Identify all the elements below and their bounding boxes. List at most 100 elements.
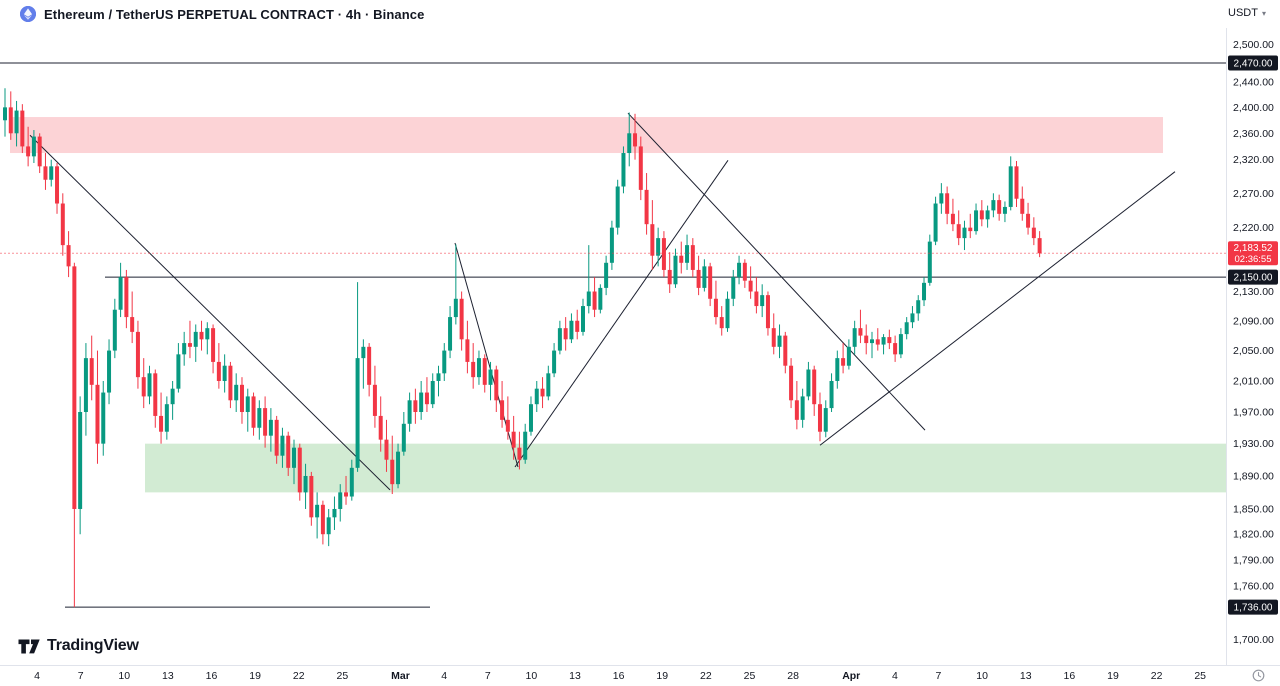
time-settings-clock-icon[interactable] bbox=[1252, 669, 1265, 682]
line-price-badge: 1,736.00 bbox=[1228, 599, 1278, 615]
candle bbox=[263, 396, 268, 448]
candle bbox=[326, 508, 331, 547]
symbol-title[interactable]: Ethereum / TetherUS PERPETUAL CONTRACT ·… bbox=[44, 6, 425, 22]
candle bbox=[569, 313, 574, 344]
time-axis-label: 22 bbox=[1151, 670, 1163, 682]
price-axis-label: 1,930.00 bbox=[1233, 438, 1274, 450]
price-axis-label: 2,440.00 bbox=[1233, 76, 1274, 88]
candle bbox=[159, 392, 164, 444]
candle bbox=[557, 320, 562, 355]
candle bbox=[968, 213, 973, 239]
candle bbox=[1037, 231, 1042, 258]
last-price-value: 2,183.52 bbox=[1234, 243, 1273, 254]
time-axis-label: 10 bbox=[976, 670, 988, 682]
time-axis-label: 22 bbox=[700, 670, 712, 682]
candle bbox=[586, 245, 591, 314]
candle bbox=[609, 220, 614, 270]
candle bbox=[141, 358, 146, 409]
trend-lines bbox=[29, 112, 1176, 491]
candle bbox=[725, 291, 730, 332]
trend-line-3[interactable] bbox=[514, 160, 729, 468]
candle bbox=[101, 380, 106, 456]
candle bbox=[737, 255, 742, 285]
candle bbox=[182, 331, 187, 366]
candle bbox=[615, 179, 620, 235]
candle bbox=[979, 200, 984, 227]
candle bbox=[8, 91, 13, 140]
time-axis-label: 4 bbox=[441, 670, 447, 682]
candle bbox=[26, 126, 31, 167]
candle bbox=[783, 331, 788, 374]
tradingview-glyph-icon bbox=[18, 639, 40, 653]
candle bbox=[858, 309, 863, 344]
ethereum-icon bbox=[20, 6, 36, 22]
candle bbox=[713, 280, 718, 325]
time-axis-label: 7 bbox=[936, 670, 942, 682]
candle bbox=[673, 248, 678, 288]
candle bbox=[1002, 201, 1007, 223]
candle-countdown: 02:36:55 bbox=[1235, 254, 1272, 265]
candle bbox=[124, 269, 129, 329]
line-price-badge: 2,470.00 bbox=[1228, 55, 1278, 71]
candle bbox=[147, 365, 152, 405]
currency-selector-label: USDT bbox=[1228, 7, 1258, 19]
candle bbox=[83, 343, 88, 436]
candle bbox=[170, 380, 175, 420]
candle bbox=[742, 259, 747, 288]
currency-selector[interactable]: USDT ▾ bbox=[1224, 5, 1270, 21]
time-axis-month-label: Mar bbox=[391, 670, 410, 682]
candle bbox=[430, 373, 435, 409]
candle bbox=[835, 350, 840, 389]
candle bbox=[164, 396, 169, 440]
candle bbox=[864, 324, 869, 355]
candle bbox=[1031, 217, 1036, 246]
price-axis-label: 2,220.00 bbox=[1233, 222, 1274, 234]
price-axis-label: 1,760.00 bbox=[1233, 580, 1274, 592]
time-axis-label: 16 bbox=[206, 670, 218, 682]
candle bbox=[436, 365, 441, 397]
time-axis-label: 13 bbox=[162, 670, 174, 682]
time-axis-label: 13 bbox=[569, 670, 581, 682]
candle bbox=[933, 196, 938, 246]
resistance-zone[interactable] bbox=[10, 117, 1163, 154]
candle bbox=[372, 365, 377, 428]
candle bbox=[280, 427, 285, 468]
candle bbox=[251, 392, 256, 436]
candle bbox=[633, 113, 638, 160]
candle bbox=[401, 412, 406, 456]
candle bbox=[211, 324, 216, 374]
time-axis[interactable]: 4 7 10 13 16 19 22 25 Mar 4 7 10 13 16 19 22 25 28 Apr 4 7 10… bbox=[34, 670, 1206, 682]
tradingview-logo[interactable]: TradingView bbox=[18, 637, 139, 655]
candle bbox=[95, 350, 100, 464]
candle bbox=[78, 396, 83, 535]
price-axis[interactable]: 2,500.00 2,440.00 2,400.00 2,360.00 2,320.00… bbox=[1228, 39, 1278, 646]
trend-line-1[interactable] bbox=[29, 134, 391, 491]
price-axis-label: 2,360.00 bbox=[1233, 128, 1274, 140]
candle bbox=[43, 153, 48, 190]
candle bbox=[176, 343, 181, 393]
time-axis-label: 4 bbox=[892, 670, 898, 682]
trend-line-5[interactable] bbox=[819, 171, 1176, 446]
trend-line-4[interactable] bbox=[627, 112, 926, 431]
candle bbox=[349, 459, 354, 501]
candle bbox=[320, 500, 325, 545]
candle bbox=[517, 431, 522, 470]
candle bbox=[297, 443, 302, 501]
chart-header: Ethereum / TetherUS PERPETUAL CONTRACT ·… bbox=[0, 0, 1280, 28]
candle bbox=[488, 361, 493, 401]
candle bbox=[528, 396, 533, 436]
candle bbox=[754, 277, 759, 314]
candle bbox=[534, 380, 539, 413]
time-axis-label: 16 bbox=[613, 670, 625, 682]
zones bbox=[10, 117, 1226, 493]
candle bbox=[789, 358, 794, 409]
candle bbox=[199, 320, 204, 351]
candle bbox=[303, 463, 308, 509]
candle bbox=[390, 435, 395, 495]
support-zone[interactable] bbox=[145, 443, 1226, 493]
candle bbox=[268, 408, 273, 452]
candle bbox=[72, 262, 77, 608]
